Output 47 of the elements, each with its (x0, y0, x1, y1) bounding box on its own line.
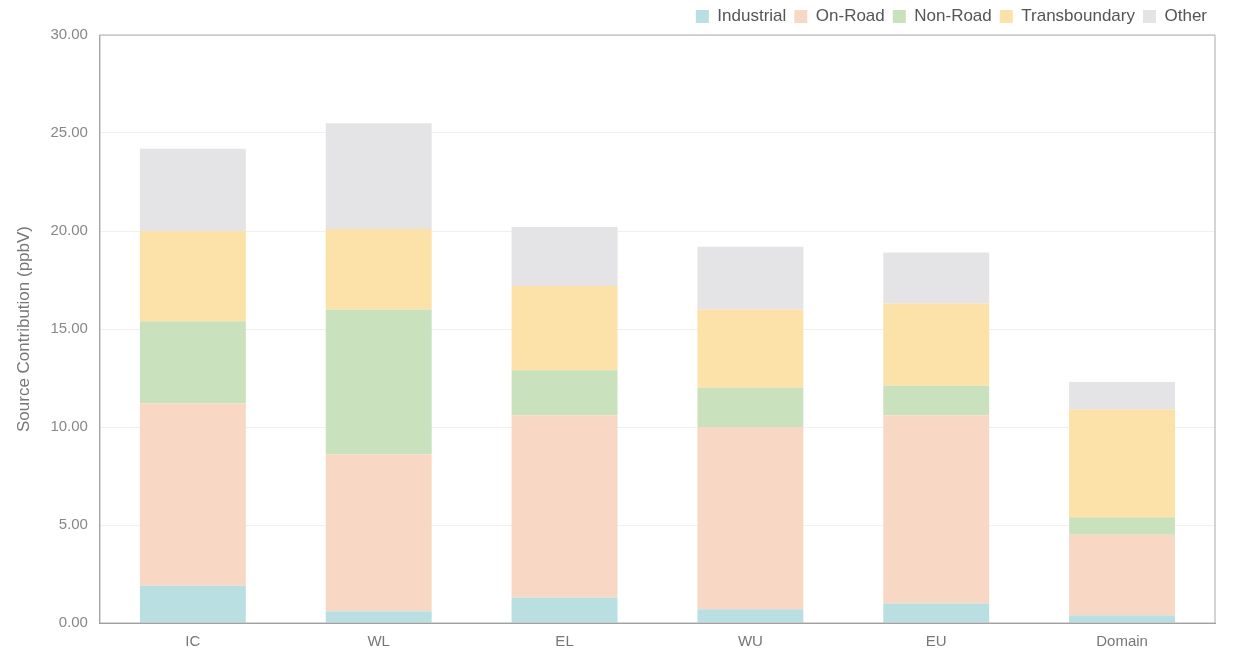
x-tick-label: EU (925, 632, 947, 650)
bar (883, 385, 990, 416)
bar (325, 309, 432, 455)
bar (883, 415, 990, 604)
bar (511, 415, 618, 598)
y-axis-title: Source Contribution (ppbV) (13, 225, 33, 433)
y-tick-label: 25.00 (50, 123, 88, 141)
x-tick-label: WL (367, 632, 390, 650)
y-tick-label: 5.00 (58, 515, 88, 533)
bar (883, 252, 990, 304)
x-tick-label: WU (737, 632, 763, 650)
bar (139, 148, 246, 231)
bar (325, 454, 432, 612)
bar (325, 229, 432, 310)
bar (883, 303, 990, 386)
y-tick-label: 30.00 (50, 25, 88, 43)
bar (697, 609, 804, 623)
bar (139, 585, 246, 623)
bar (1069, 409, 1176, 518)
bar (697, 246, 804, 310)
bar (1069, 615, 1176, 623)
bar (511, 370, 618, 416)
legend-label: Industrial (717, 6, 787, 26)
x-tick-label: EL (555, 632, 574, 650)
bar (139, 403, 246, 586)
bar (697, 309, 804, 388)
y-tick-label: 15.00 (50, 319, 88, 337)
x-tick-label: IC (185, 632, 201, 650)
bar (697, 387, 804, 427)
legend-label: Transboundary (1021, 6, 1136, 26)
bar (1069, 517, 1176, 535)
bar (511, 597, 618, 623)
bar (139, 321, 246, 404)
bar (883, 603, 990, 623)
y-tick-label: 0.00 (58, 613, 88, 631)
legend-label: Other (1164, 6, 1208, 26)
bar (325, 611, 432, 623)
legend-label: On-Road (815, 6, 885, 26)
y-tick-label: 20.00 (50, 221, 88, 239)
bar (1069, 534, 1176, 616)
bar (139, 231, 246, 322)
y-tick-label: 10.00 (50, 417, 88, 435)
bar (1069, 381, 1176, 410)
legend-label: Non-Road (914, 6, 992, 26)
bar (697, 427, 804, 610)
bar (511, 285, 618, 371)
x-tick-label: Domain (1096, 632, 1148, 650)
